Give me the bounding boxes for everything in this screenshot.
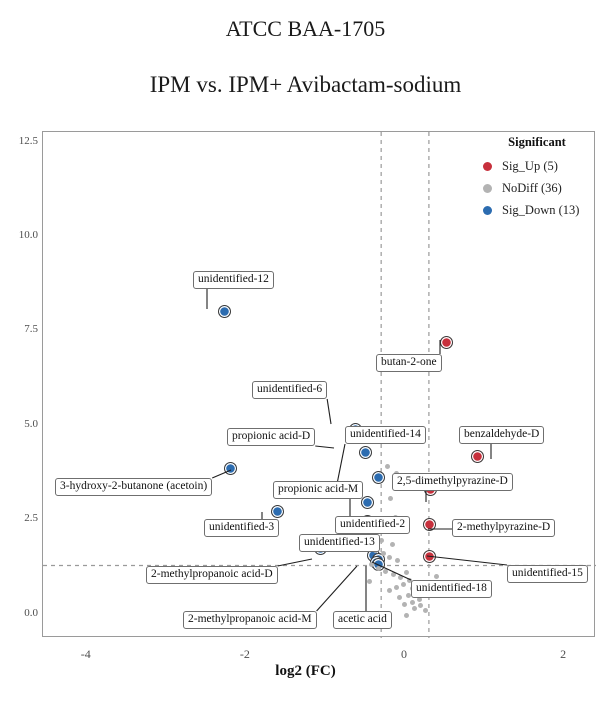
data-point bbox=[404, 569, 410, 575]
y-axis-tick-label: 5.0 bbox=[24, 417, 38, 430]
data-point-labeled bbox=[440, 336, 454, 350]
data-point bbox=[386, 554, 392, 560]
x-axis-tick-label: 0 bbox=[401, 647, 408, 661]
legend-item-label: NoDiff (36) bbox=[502, 181, 562, 195]
point-label[interactable]: propionic acid-D bbox=[227, 428, 316, 446]
data-point bbox=[401, 601, 407, 607]
legend-swatch-icon bbox=[483, 162, 492, 171]
point-label[interactable]: unidentified-15 bbox=[507, 565, 588, 583]
data-point-labeled bbox=[218, 305, 232, 319]
data-point bbox=[397, 575, 403, 581]
data-point-labeled bbox=[471, 450, 485, 464]
legend-title: Significant bbox=[508, 135, 566, 149]
x-axis-title: log2 (FC) bbox=[275, 663, 336, 679]
data-point-labeled bbox=[372, 470, 386, 484]
page-subtitle: IPM vs. IPM+ Avibactam-sodium bbox=[149, 72, 462, 97]
data-point bbox=[396, 595, 402, 601]
point-label[interactable]: butan-2-one bbox=[376, 354, 442, 372]
legend-item-nodiff[interactable]: NoDiff (36) bbox=[469, 181, 601, 196]
y-axis-tick-label: 10.0 bbox=[18, 228, 38, 241]
point-label[interactable]: 2-methylpropanoic acid-M bbox=[183, 611, 317, 629]
data-point-labeled bbox=[270, 504, 284, 518]
data-point bbox=[400, 581, 406, 587]
y-axis-tick-label: 7.5 bbox=[24, 323, 38, 336]
data-point bbox=[386, 587, 392, 593]
data-point bbox=[369, 561, 375, 567]
legend-rows: Sig_Up (5) NoDiff (36) Sig_Down (13) bbox=[469, 159, 601, 218]
data-point-labeled bbox=[422, 550, 436, 564]
legend-item-label: Sig_Up (5) bbox=[502, 159, 558, 173]
data-point bbox=[404, 612, 410, 618]
data-point bbox=[393, 584, 399, 590]
y-axis-tick-label: 12.5 bbox=[18, 134, 38, 147]
data-point-labeled bbox=[358, 446, 372, 460]
legend-item-label: Sig_Down (13) bbox=[502, 203, 580, 217]
data-point bbox=[418, 602, 424, 608]
point-label[interactable]: unidentified-6 bbox=[252, 381, 328, 399]
data-point bbox=[381, 550, 387, 556]
y-axis-tick-label: 2.5 bbox=[24, 512, 38, 525]
legend-item-sig_down[interactable]: Sig_Down (13) bbox=[469, 203, 601, 218]
x-axis-tick-label: -2 bbox=[239, 647, 250, 661]
point-label[interactable]: benzaldehyde-D bbox=[459, 426, 545, 444]
data-point bbox=[395, 558, 401, 564]
data-point bbox=[389, 541, 395, 547]
data-point bbox=[423, 607, 429, 613]
data-point bbox=[385, 463, 391, 469]
data-point bbox=[388, 495, 394, 501]
point-label[interactable]: 2-methylpropanoic acid-D bbox=[146, 566, 278, 584]
legend-swatch-icon bbox=[483, 206, 492, 215]
data-point bbox=[382, 569, 388, 575]
point-label[interactable]: 2-methylpyrazine-D bbox=[452, 519, 556, 537]
data-point bbox=[405, 593, 411, 599]
legend-item-sig_up[interactable]: Sig_Up (5) bbox=[469, 159, 601, 174]
legend: Significant Sig_Up (5) NoDiff (36) Sig_Dow… bbox=[469, 135, 601, 225]
data-point-labeled bbox=[361, 496, 375, 510]
point-label[interactable]: unidentified-13 bbox=[299, 534, 380, 552]
point-label[interactable]: acetic acid bbox=[333, 611, 392, 629]
point-label[interactable]: 2,5-dimethylpyrazine-D bbox=[392, 473, 513, 491]
data-point bbox=[366, 578, 372, 584]
legend-swatch-icon bbox=[483, 184, 492, 193]
point-label[interactable]: unidentified-18 bbox=[411, 580, 492, 598]
point-label[interactable]: unidentified-12 bbox=[193, 271, 274, 289]
data-point-labeled bbox=[422, 517, 436, 531]
x-axis-tick-label: -4 bbox=[80, 647, 91, 661]
point-label[interactable]: unidentified-14 bbox=[345, 426, 426, 444]
data-point bbox=[416, 596, 422, 602]
data-point bbox=[434, 573, 440, 579]
y-axis-tick-label: 0.0 bbox=[24, 606, 38, 619]
data-point bbox=[412, 605, 418, 611]
x-axis-tick-label: 2 bbox=[560, 647, 567, 661]
page-title: ATCC BAA-1705 bbox=[225, 16, 386, 41]
point-label[interactable]: unidentified-3 bbox=[204, 519, 280, 537]
point-label[interactable]: propionic acid-M bbox=[273, 481, 364, 499]
point-label[interactable]: unidentified-2 bbox=[335, 516, 411, 534]
point-label[interactable]: 3-hydroxy-2-butanone (acetoin) bbox=[55, 478, 213, 496]
data-point bbox=[409, 599, 415, 605]
data-point bbox=[378, 538, 384, 544]
data-point bbox=[407, 578, 413, 584]
